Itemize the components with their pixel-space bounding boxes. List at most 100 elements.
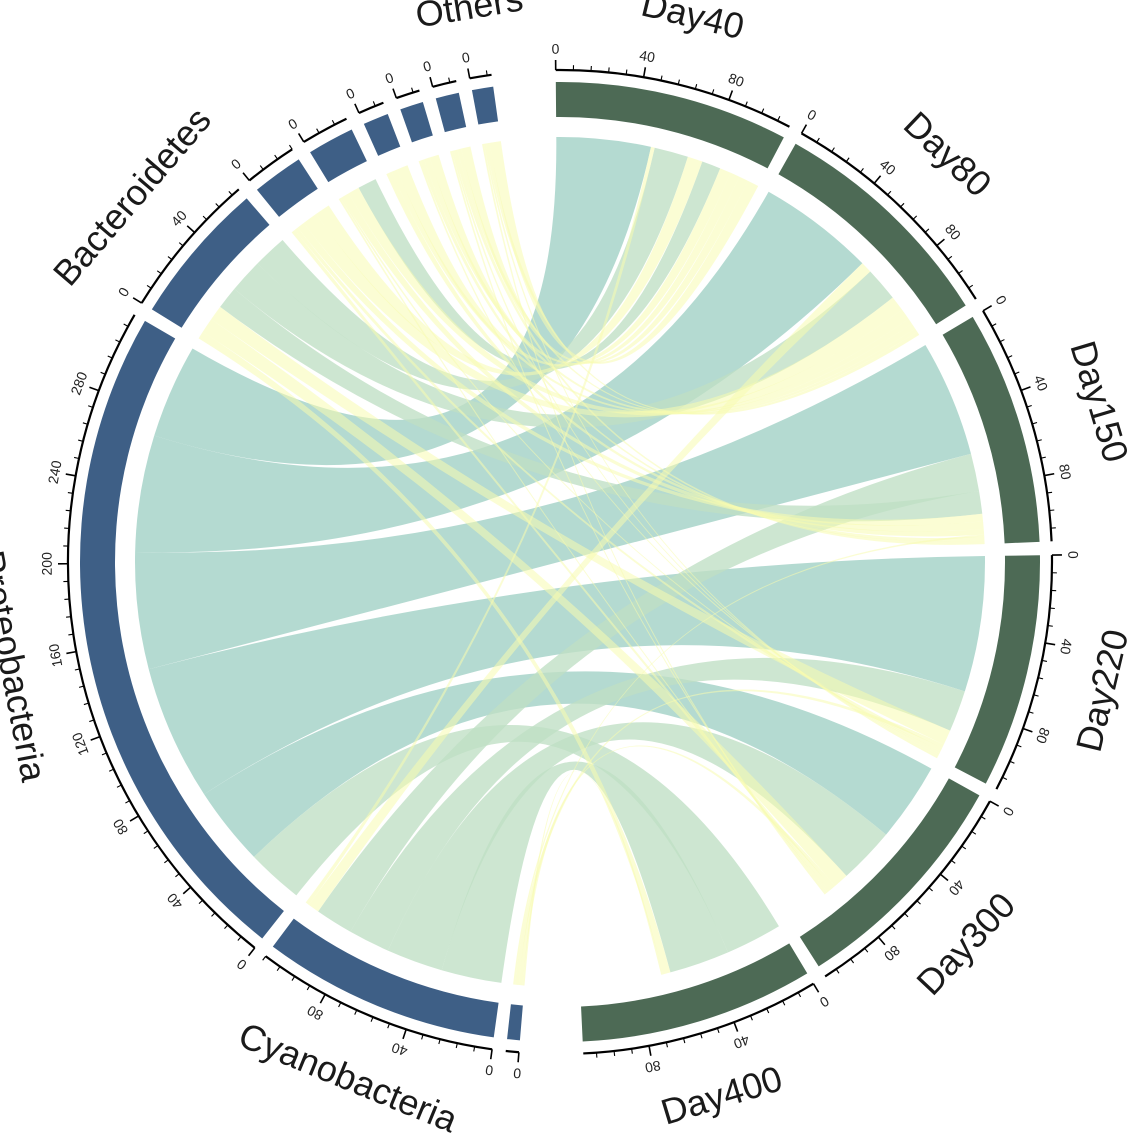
sector-others	[471, 86, 499, 125]
axis-tick	[116, 784, 122, 788]
axis-tick	[78, 439, 84, 442]
axis-tick	[90, 735, 101, 741]
axis-tick	[1009, 760, 1015, 764]
sector-label-day400: Day400	[656, 1057, 787, 1132]
axis-tick	[961, 845, 967, 850]
sector-label-proteobacteria: Proteobacteria	[0, 547, 55, 786]
axis-tick	[354, 1009, 358, 1015]
tick-label: 160	[45, 642, 65, 668]
axis-tick	[247, 947, 256, 957]
axis-tick	[777, 116, 781, 122]
axis-tick	[1022, 727, 1033, 733]
tick-label: 80	[1056, 463, 1075, 481]
axis-tick	[370, 1016, 374, 1022]
sector-planctomycetes	[400, 102, 433, 143]
axis-tick	[1007, 355, 1013, 359]
axis-tick	[1040, 456, 1046, 459]
tick-label: 40	[389, 1039, 409, 1059]
axis-tick	[198, 899, 204, 905]
axis-tick	[728, 90, 734, 101]
tick-label: 120	[68, 730, 91, 758]
axis-tick	[958, 270, 963, 274]
axis-tick	[129, 815, 140, 822]
axis-tick	[123, 323, 129, 327]
tick-label: 0	[484, 1062, 494, 1079]
link-day80-actinobacteria	[348, 187, 909, 416]
axis-tick	[108, 768, 114, 772]
axis-tick	[1047, 625, 1053, 627]
axis-tick	[744, 101, 748, 107]
axis-bacteroidetes	[140, 188, 240, 304]
axis-tick	[467, 68, 471, 79]
tick-label: 80	[644, 1058, 662, 1077]
axis-tick	[387, 1023, 390, 1029]
axis-tick	[473, 1046, 476, 1052]
axis-tick	[392, 88, 398, 99]
tick-label: 0	[512, 1065, 521, 1082]
sector-label-day220: Day220	[1068, 625, 1129, 755]
axis-tick	[164, 859, 169, 864]
axis-tick	[980, 816, 986, 820]
axis-tick	[125, 800, 131, 804]
axis-tick	[631, 1048, 633, 1054]
sector-day80	[778, 143, 966, 325]
axis-tick	[182, 886, 192, 895]
axis-tick	[489, 1049, 493, 1060]
sector-proteobacteria	[80, 320, 284, 939]
axis-tick	[67, 492, 73, 494]
axis-tick	[613, 1050, 616, 1057]
sector-label-day40: Day40	[637, 0, 748, 47]
sector-cyanobacteria	[272, 918, 499, 1038]
tick-label: 40	[168, 207, 190, 229]
axis-tick	[132, 297, 143, 304]
axis-tick	[749, 1015, 753, 1021]
axis-tick	[1026, 404, 1032, 408]
link-day300-firmicutes	[291, 230, 833, 891]
axis-tick	[873, 175, 882, 184]
link-day220-cyanobacteria	[350, 657, 965, 951]
axis-tick	[411, 87, 414, 93]
axis-tick	[167, 256, 173, 261]
axis-tick	[891, 925, 896, 930]
tick-label: 240	[45, 459, 65, 485]
tick-label: 80	[1033, 726, 1053, 746]
tick-label: 0	[285, 115, 300, 133]
link-day80-proteobacteria	[135, 191, 863, 553]
axis-day150	[982, 310, 1053, 542]
axis-tick	[608, 67, 610, 73]
axis-tick	[1016, 744, 1022, 748]
axis-tick	[766, 1008, 770, 1014]
axis-tick	[319, 993, 326, 1004]
axis-tick	[1044, 472, 1055, 477]
axis-tick	[485, 70, 488, 76]
axis-tick	[850, 958, 855, 964]
axis-tick	[186, 225, 196, 234]
axis-tick	[677, 79, 680, 85]
axis-verrucomicrobia	[432, 79, 457, 88]
sector-label-day80: Day80	[896, 103, 1000, 204]
axis-tick	[1036, 439, 1042, 442]
sector-label-day300: Day300	[908, 884, 1023, 1002]
axis-tick	[354, 103, 360, 114]
axis-tick	[761, 108, 765, 114]
axis-tick	[101, 752, 107, 756]
axis-firmicutes	[248, 148, 293, 182]
axis-tick	[107, 355, 113, 359]
axis-tick	[175, 873, 180, 878]
axis-tick	[989, 800, 1000, 807]
axis-tick	[143, 830, 149, 835]
axis-tick	[115, 339, 121, 343]
axis-tick	[215, 203, 220, 208]
axis-planctomycetes	[395, 89, 420, 100]
sector-day300	[799, 778, 980, 967]
axis-tick	[648, 1045, 652, 1056]
tick-label: 0	[552, 41, 560, 57]
axis-day400	[583, 982, 815, 1055]
axis-tick	[89, 719, 95, 723]
axis-tick	[877, 936, 886, 946]
axis-tick	[812, 983, 820, 993]
axis-tick	[448, 77, 451, 83]
axis-tick	[156, 270, 162, 275]
link-day400-cyanobacteria	[441, 761, 729, 983]
sectors-layer	[80, 82, 1040, 1042]
